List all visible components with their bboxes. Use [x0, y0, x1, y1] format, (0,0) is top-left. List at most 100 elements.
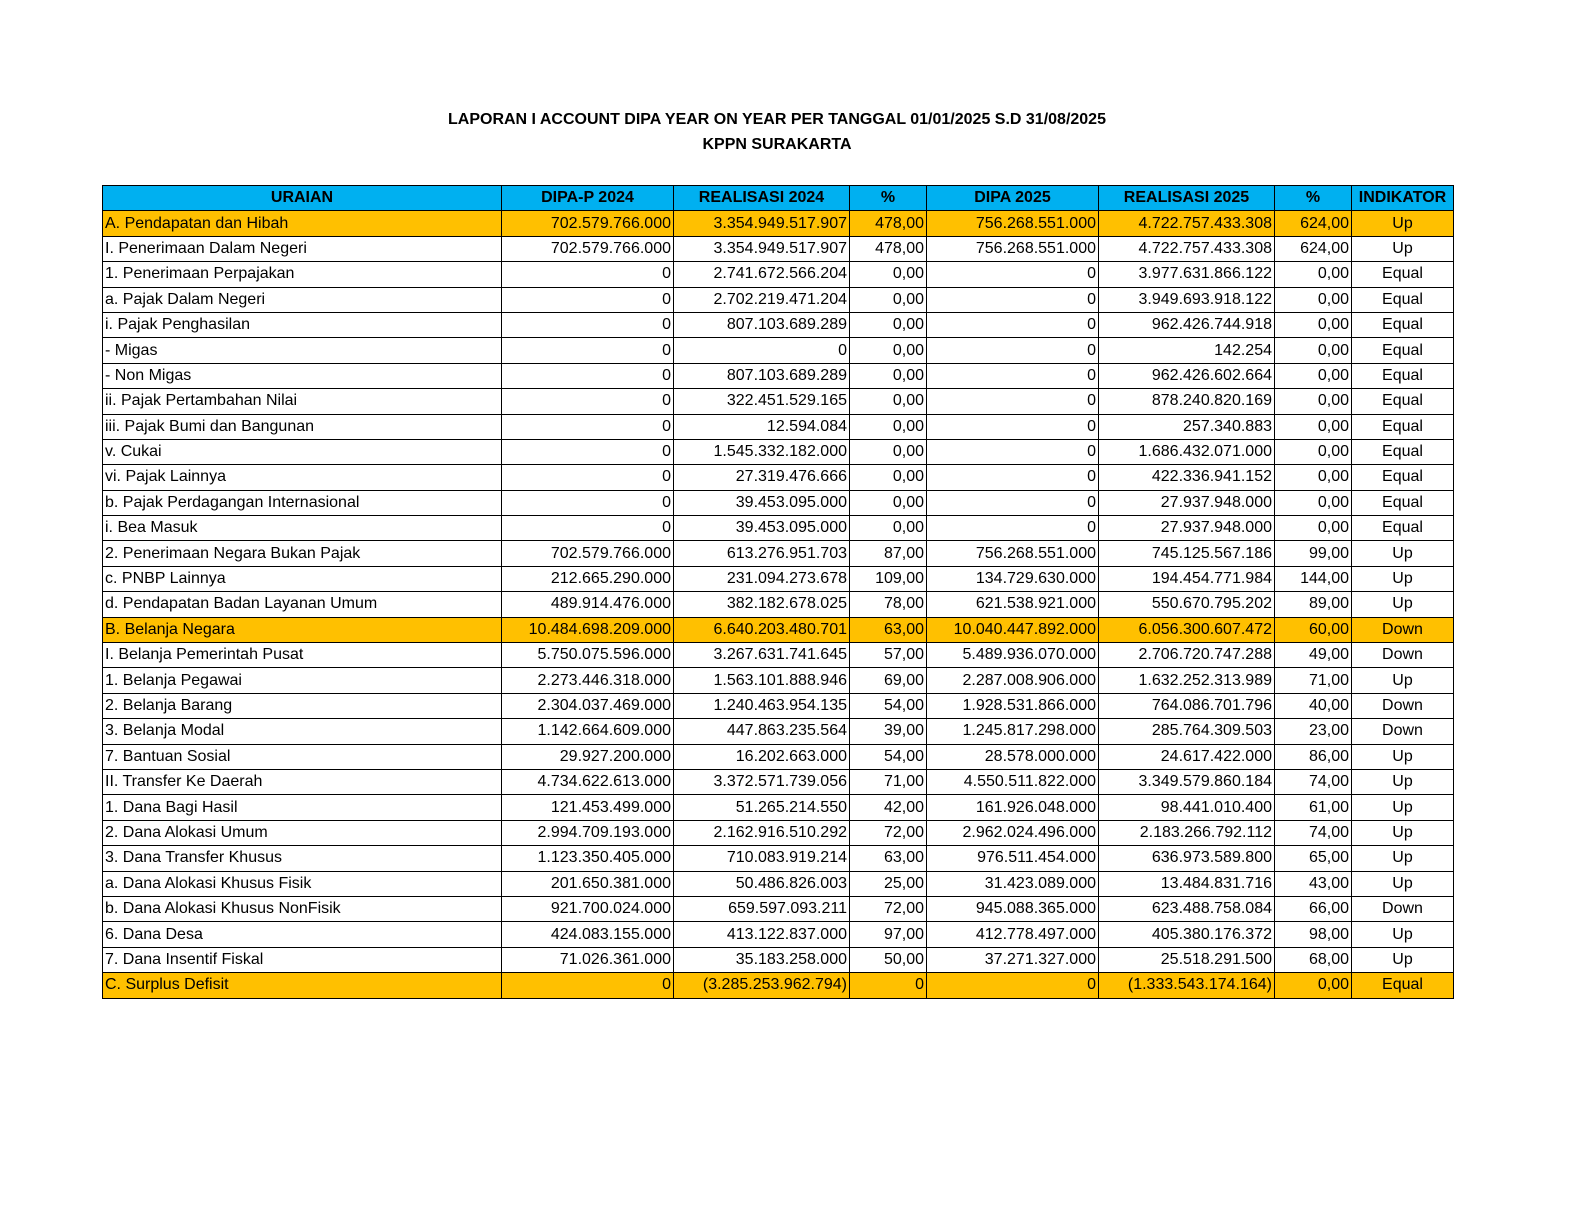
table-row: C. Surplus Defisit 0 (3.285.253.962.794) 0 0…: [102, 972, 1454, 999]
table-cell: I. Belanja Pemerintah Pusat: [102, 642, 502, 669]
table-cell: 0: [501, 362, 674, 390]
table-cell: 0,00: [1274, 362, 1352, 390]
table-cell: 1. Dana Bagi Hasil: [102, 794, 502, 821]
table-cell: 5.750.075.596.000: [501, 642, 674, 669]
table-cell: 478,00: [849, 210, 927, 237]
table-cell: 756.268.551.000: [926, 210, 1099, 237]
table-cell: 6.056.300.607.472: [1098, 616, 1275, 644]
table-cell: 807.103.689.289: [673, 362, 850, 390]
table-cell: 0: [501, 438, 674, 466]
table-cell: Down: [1351, 642, 1454, 669]
table-cell: a. Dana Alokasi Khusus Fisik: [102, 870, 502, 897]
table-cell: 28.578.000.000: [926, 743, 1099, 770]
table-cell: 121.453.499.000: [501, 794, 674, 821]
table-cell: 29.927.200.000: [501, 743, 674, 770]
table-cell: I. Penerimaan Dalam Negeri: [102, 235, 502, 263]
table-row: a. Pajak Dalam Negeri 0 2.702.219.471.204 0…: [102, 286, 1454, 313]
table-row: 3. Belanja Modal 1.142.664.609.000 447.863…: [102, 718, 1454, 745]
table-cell: Up: [1351, 794, 1454, 821]
table-cell: 1.240.463.954.135: [673, 692, 850, 720]
table-cell: 16.202.663.000: [673, 743, 850, 770]
table-cell: 0,00: [1274, 261, 1352, 288]
table-cell: 5.489.936.070.000: [926, 642, 1099, 669]
table-cell: 63,00: [849, 845, 927, 872]
table-cell: c. PNBP Lainnya: [102, 565, 502, 593]
table-row: i. Bea Masuk 0 39.453.095.000 0,00 0 27.937.9…: [102, 515, 1454, 542]
table-cell: 0: [501, 286, 674, 313]
table-cell: 0,00: [1274, 311, 1352, 339]
table-cell: 0,00: [1274, 413, 1352, 440]
table-cell: 35.183.258.000: [673, 946, 850, 974]
table-cell: Equal: [1351, 337, 1454, 364]
table-cell: (3.285.253.962.794): [673, 972, 850, 999]
table-cell: 702.579.766.000: [501, 540, 674, 567]
table-cell: 945.088.365.000: [926, 895, 1099, 923]
table-cell: 50,00: [849, 946, 927, 974]
table-cell: 1.142.664.609.000: [501, 718, 674, 745]
table-cell: Equal: [1351, 489, 1454, 517]
table-cell: 6.640.203.480.701: [673, 616, 850, 644]
report-subtitle: KPPN SURAKARTA: [702, 136, 852, 153]
report-title: LAPORAN I ACCOUNT DIPA YEAR ON YEAR PER …: [448, 111, 1106, 128]
table-cell: 39,00: [849, 718, 927, 745]
table-cell: 0: [501, 489, 674, 517]
table-cell: 65,00: [1274, 845, 1352, 872]
table-row: 2. Belanja Barang 2.304.037.469.000 1.240.…: [102, 692, 1454, 720]
table-cell: 66,00: [1274, 895, 1352, 923]
table-row: I. Penerimaan Dalam Negeri 702.579.766.00…: [102, 235, 1454, 263]
table-row: i. Pajak Penghasilan 0 807.103.689.289 0,00…: [102, 311, 1454, 339]
table-cell: 99,00: [1274, 540, 1352, 567]
table-cell: 478,00: [849, 235, 927, 263]
table-cell: Up: [1351, 235, 1454, 263]
table-cell: 0: [501, 515, 674, 542]
table-cell: 89,00: [1274, 591, 1352, 618]
table-cell: Up: [1351, 591, 1454, 618]
table-cell: B. Belanja Negara: [102, 616, 502, 644]
table-cell: 1. Belanja Pegawai: [102, 667, 502, 694]
table-cell: 0,00: [849, 261, 927, 288]
table-cell: Down: [1351, 616, 1454, 644]
header-row: URAIAN DIPA-P 2024 REALISASI 2024% DIPA 202…: [102, 184, 1454, 212]
table-cell: 1.245.817.298.000: [926, 718, 1099, 745]
table-cell: 0,00: [1274, 972, 1352, 999]
table-cell: iii. Pajak Bumi dan Bangunan: [102, 413, 502, 440]
table-cell: 0,00: [849, 489, 927, 517]
table-cell: Equal: [1351, 261, 1454, 288]
table-cell: 412.778.497.000: [926, 921, 1099, 948]
table-cell: 257.340.883: [1098, 413, 1275, 440]
table-cell: 624,00: [1274, 235, 1352, 263]
table-cell: 0: [926, 362, 1099, 390]
table-row: vi. Pajak Lainnya 0 27.319.476.666 0,00 0 422…: [102, 464, 1454, 491]
table-cell: 0: [926, 286, 1099, 313]
table-cell: 27.937.948.000: [1098, 515, 1275, 542]
table-row: 7. Dana Insentif Fiskal 71.026.361.000 35.…: [102, 946, 1454, 974]
table-cell: b. Dana Alokasi Khusus NonFisik: [102, 895, 502, 923]
table-cell: 6. Dana Desa: [102, 921, 502, 948]
table-cell: ii. Pajak Pertambahan Nilai: [102, 388, 502, 415]
table-cell: 285.764.309.503: [1098, 718, 1275, 745]
table-cell: 0,00: [849, 388, 927, 415]
table-cell: 42,00: [849, 794, 927, 821]
table-cell: 39.453.095.000: [673, 515, 850, 542]
table-cell: Up: [1351, 819, 1454, 847]
table-cell: a. Pajak Dalam Negeri: [102, 286, 502, 313]
table-cell: 0: [501, 413, 674, 440]
table-cell: Equal: [1351, 515, 1454, 542]
table-cell: 12.594.084: [673, 413, 850, 440]
table-cell: Equal: [1351, 362, 1454, 390]
table-row: v. Cukai 0 1.545.332.182.000 0,00 0 1.686.432…: [102, 438, 1454, 466]
table-cell: 27.937.948.000: [1098, 489, 1275, 517]
table-cell: 2.702.219.471.204: [673, 286, 850, 313]
table-cell: 0: [926, 261, 1099, 288]
table-cell: 413.122.837.000: [673, 921, 850, 948]
table-row: ii. Pajak Pertambahan Nilai 0 322.451.529.…: [102, 388, 1454, 415]
table-cell: 702.579.766.000: [501, 210, 674, 237]
table-cell: 962.426.602.664: [1098, 362, 1275, 390]
table-cell: 1.928.531.866.000: [926, 692, 1099, 720]
table-cell: 2.962.024.496.000: [926, 819, 1099, 847]
table-cell: 87,00: [849, 540, 927, 567]
table-cell: 0: [926, 489, 1099, 517]
table-cell: 212.665.290.000: [501, 565, 674, 593]
table-cell: A. Pendapatan dan Hibah: [102, 210, 502, 237]
table-cell: C. Surplus Defisit: [102, 972, 502, 999]
